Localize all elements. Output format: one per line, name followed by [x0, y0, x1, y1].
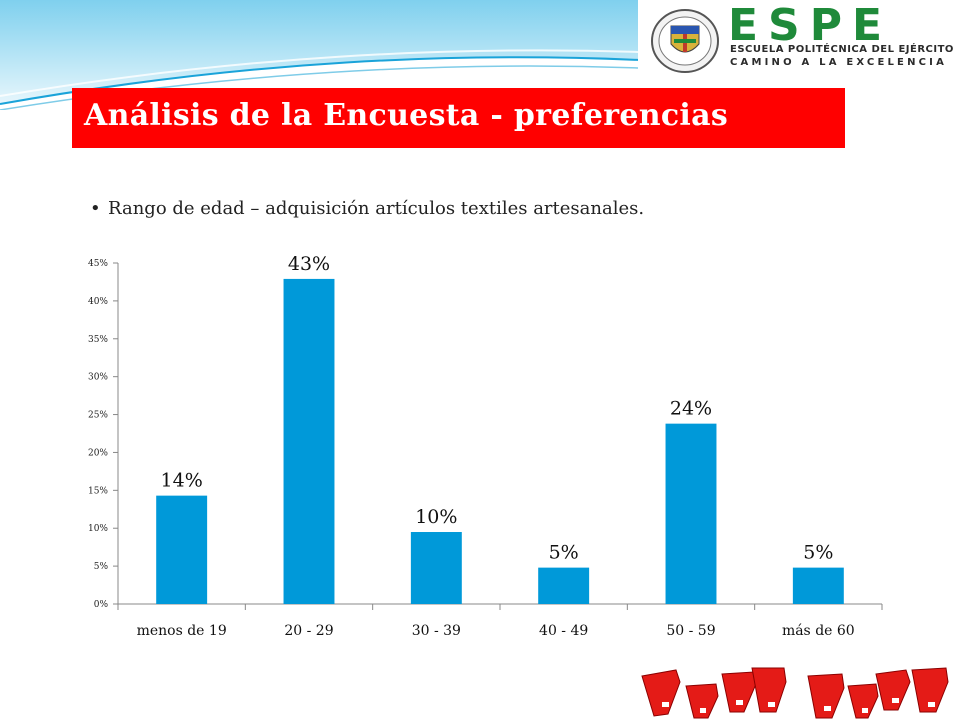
y-tick-label: 15% [88, 486, 108, 496]
bar [283, 278, 335, 604]
bar [156, 495, 208, 604]
decorative-red-shield-icon [875, 669, 911, 711]
decorative-red-shield-icon [847, 683, 879, 719]
decorative-red-shield-icon [721, 671, 757, 713]
decorative-shields [641, 667, 949, 719]
decorative-red-shield-icon [807, 673, 845, 719]
bullet-text: Rango de edad – adquisición artículos te… [108, 198, 645, 219]
data-label: 24% [670, 398, 712, 420]
logo-institution-name: ESCUELA POLITÉCNICA DEL EJÉRCITO [730, 44, 954, 55]
x-tick-label: 20 - 29 [284, 623, 333, 639]
decorative-red-shield-icon [911, 667, 949, 713]
decorative-red-shield-icon [685, 683, 719, 719]
x-tick-label: más de 60 [782, 623, 855, 639]
y-tick-label: 35% [88, 335, 108, 345]
y-tick-label: 5% [94, 562, 109, 572]
y-tick-label: 10% [88, 524, 108, 534]
age-range-bar-chart: 0% 5% 10% 15% 20% 25% 30% 35% 40% 45% 14% menos de … [88, 253, 883, 639]
data-label: 43% [288, 253, 330, 275]
y-tick-label: 30% [88, 373, 108, 383]
bullet-dot-icon: • [90, 198, 101, 219]
espe-logo: ESPE ESCUELA POLITÉCNICA DEL EJÉRCITO CA… [638, 0, 960, 82]
data-label: 10% [415, 506, 457, 528]
data-label: 5% [549, 542, 579, 564]
x-tick-label: 40 - 49 [539, 623, 588, 639]
bar [792, 567, 844, 604]
data-label: 14% [161, 470, 203, 492]
bullet-item: • Rango de edad – adquisición artículos t… [90, 198, 644, 219]
y-tick-label: 25% [88, 411, 108, 421]
x-tick-label: 30 - 39 [412, 623, 461, 639]
title-banner: Análisis de la Encuesta - preferencias [72, 88, 845, 148]
data-label: 5% [803, 542, 833, 564]
university-seal-icon [651, 9, 719, 73]
x-tick-label: menos de 19 [137, 623, 227, 639]
decorative-red-shield-icon [751, 667, 787, 713]
bar [538, 567, 590, 604]
y-tick-label: 0% [94, 600, 109, 610]
logo-motto: CAMINO A LA EXCELENCIA [730, 57, 948, 68]
bar [410, 532, 462, 604]
decorative-red-shield-icon [641, 669, 681, 717]
x-tick-label: 50 - 59 [666, 623, 715, 639]
slide-title: Análisis de la Encuesta - preferencias [84, 98, 729, 133]
y-tick-label: 20% [88, 448, 108, 458]
bar [665, 423, 717, 604]
y-tick-label: 45% [88, 259, 108, 269]
y-tick-label: 40% [88, 297, 108, 307]
logo-wordmark: ESPE [728, 0, 893, 51]
